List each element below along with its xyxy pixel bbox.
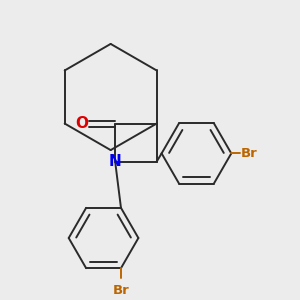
Text: N: N: [109, 154, 122, 169]
Text: Br: Br: [112, 284, 129, 297]
Text: O: O: [75, 116, 88, 131]
Text: Br: Br: [241, 147, 258, 160]
